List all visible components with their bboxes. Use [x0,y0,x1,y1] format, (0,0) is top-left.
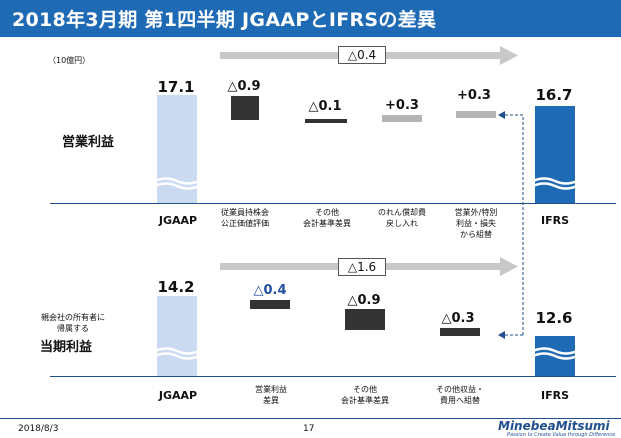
op-step-1-label: 従業員持株会 公正価値評価 [221,208,269,228]
op-step-4-bar [456,111,496,118]
op-row-label: 営業利益 [62,135,115,150]
net-jgaap-break [155,347,199,360]
unit-label: （10億円） [48,56,91,65]
op-step-1-value: △0.9 [227,79,261,94]
op-step-1-bar [231,96,259,120]
net-total-change: △1.6 [338,258,386,276]
brand-tagline: Passion to Create Value through Differen… [507,432,616,438]
op-step-3-bar [382,115,422,122]
op-step-4-value: +0.3 [457,88,491,103]
net-step-3-value: △0.3 [441,311,475,326]
net-step-1-value: △0.4 [253,283,287,298]
net-step-3-bar [440,328,480,336]
net-step-2-value: △0.9 [347,293,381,308]
footer-date: 2018/8/3 [18,424,59,434]
net-jgaap-label: JGAAP [158,389,198,402]
op-step-3-label: のれん償却費 戻し入れ [378,208,426,228]
op-step-3-value: +0.3 [385,98,419,113]
op-baseline [50,203,616,204]
net-jgaap-value: 14.2 [157,278,195,296]
net-row-label: 当期利益 [40,340,93,355]
op-total-change: △0.4 [338,46,386,64]
op-ifrs-value: 16.7 [535,86,573,104]
footer-divider [0,418,621,419]
slide-title: 2018年3月期 第1四半期 JGAAPとIFRSの差異 [12,9,437,31]
net-row-sublabel: 親会社の所有者に 帰属する [41,313,105,333]
op-step-4-label: 営業外/特別 利益・損失 から組替 [454,208,498,239]
net-jgaap-bar [157,296,197,376]
net-step-1-label: 営業利益 差異 [255,385,287,405]
net-step-2-label: その他 会計基準差異 [341,385,389,405]
net-ifrs-value: 12.6 [535,309,573,327]
brand-logo: MinebeaMitsumi [498,419,610,433]
op-step-2-bar [305,119,347,123]
net-step-3-label: その他収益・ 費用へ組替 [436,385,484,405]
op-ifrs-break [533,177,577,190]
page-number: 17 [303,424,315,434]
net-step-1-bar [250,300,290,309]
op-step-2-label: その他 会計基準差異 [303,208,351,228]
title-bar [0,0,621,37]
op-jgaap-label: JGAAP [158,214,198,227]
reclass-connector [498,111,524,339]
net-step-2-bar [345,309,385,330]
op-ifrs-label: IFRS [541,214,569,227]
net-baseline [50,376,616,377]
op-jgaap-break [155,177,199,190]
net-ifrs-label: IFRS [541,389,569,402]
op-jgaap-value: 17.1 [157,78,195,96]
net-ifrs-break [533,347,577,360]
op-step-2-value: △0.1 [308,99,342,114]
